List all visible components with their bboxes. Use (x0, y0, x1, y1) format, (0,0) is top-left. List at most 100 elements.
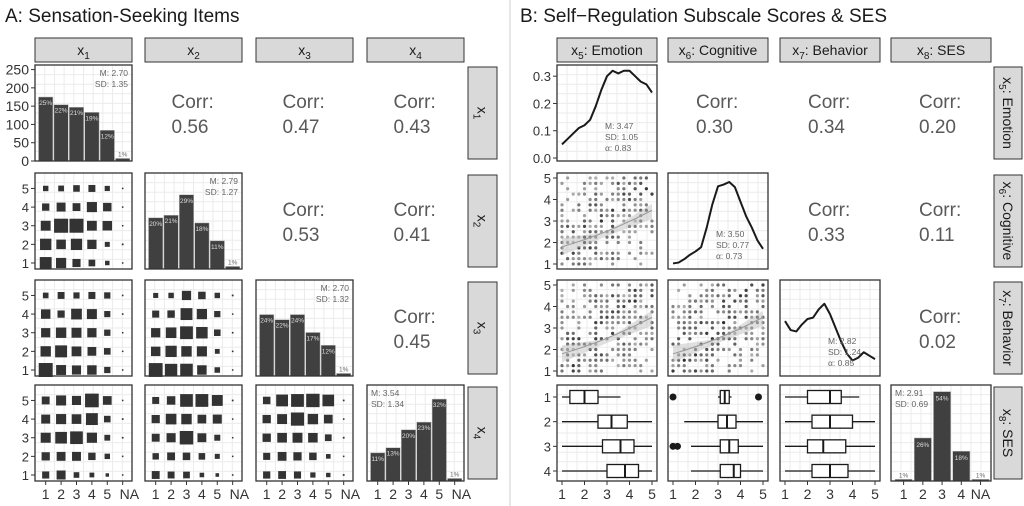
scatter-point (722, 331, 726, 335)
scatter-point (750, 331, 754, 335)
scatter-point (750, 315, 754, 319)
scatter-point (744, 288, 748, 292)
corr-cell: Corr: 0.56 (172, 92, 214, 138)
scatter-point (611, 181, 615, 185)
scatter-point (650, 224, 654, 228)
scatter-point (594, 203, 598, 207)
bubble-square (165, 413, 177, 425)
box (806, 389, 842, 405)
scatter-point (705, 347, 709, 352)
strip-name: : Cognitive (1000, 194, 1016, 260)
scatter-point (566, 240, 570, 245)
bubble-square (324, 434, 332, 442)
strip-symbol: x (475, 322, 491, 329)
bubble-square (277, 414, 288, 425)
scatter-point (633, 219, 637, 223)
scatter-point (650, 294, 654, 298)
boxplot-cell (556, 384, 658, 482)
bubble-square (196, 308, 208, 320)
density-curve (672, 181, 764, 265)
scatter-point (750, 353, 754, 357)
strip-x8: x8: SES (993, 386, 1023, 480)
strip-symbol: x (475, 215, 491, 222)
scatter-point (566, 358, 570, 362)
sd-label: SD: 1.27 (205, 187, 238, 197)
y-tick-label: 0.2 (533, 96, 551, 111)
corr-cell: Corr: 0.45 (394, 307, 436, 353)
bubble-square (57, 291, 65, 299)
bubble-square (199, 472, 205, 478)
scatter-point (688, 337, 692, 341)
bubble-square (87, 239, 97, 249)
bubble-square (148, 363, 163, 377)
scatter-point (716, 283, 720, 287)
scatter-point (582, 294, 587, 298)
scatter-point (594, 358, 598, 362)
bar-percent-label: 24% (260, 318, 273, 325)
scatter-point (605, 326, 609, 330)
scatter-point (733, 299, 737, 303)
strip-symbol: x (679, 42, 686, 58)
bar-percent-label: 1% (339, 366, 349, 373)
scatter-point (755, 315, 759, 319)
scatter-point (599, 214, 603, 218)
x-tick-label: 1 (374, 486, 382, 502)
scatter-point (627, 331, 632, 335)
scatter-point (560, 299, 564, 303)
scatter-point (699, 283, 703, 287)
scatter-point (599, 192, 603, 196)
bubble-square (121, 350, 124, 353)
scatter-point (605, 358, 609, 362)
bar-percent-label: 22% (276, 323, 289, 330)
scatter-point (588, 315, 592, 319)
scatter-point (633, 197, 637, 202)
scatter-point (671, 358, 675, 362)
scatter-point (688, 304, 692, 309)
scatter-point (577, 353, 581, 357)
strip-background (34, 37, 133, 63)
scatter-point (611, 230, 615, 234)
scatter-point (710, 347, 714, 352)
scatter-point (639, 240, 643, 245)
bubble-square (41, 396, 50, 405)
scatter-point (605, 310, 609, 314)
bubble-square (88, 259, 96, 267)
scatter-point (582, 304, 587, 309)
scatter-point (722, 337, 726, 341)
bubble-square (56, 451, 66, 461)
y-tick-label: 3 (544, 214, 551, 229)
scatter-point (644, 251, 648, 255)
bubble-square (40, 238, 52, 251)
x-tick-label: 4 (957, 486, 965, 502)
scatter-point (727, 364, 731, 368)
x-tick-label: 2 (389, 486, 397, 502)
scatter-point (571, 342, 575, 346)
strip-x1: x1 (467, 66, 498, 160)
scatter-point (599, 294, 603, 298)
corr-label: Corr: (919, 92, 961, 113)
scatter-point (577, 192, 581, 196)
scatter-point (738, 353, 743, 357)
scatter-point (560, 369, 564, 373)
scatter-point (627, 230, 632, 234)
scatter-point (650, 251, 654, 255)
panel-border (779, 279, 881, 377)
scatter-point (693, 358, 698, 362)
bubble-square (231, 350, 234, 353)
y-tick-label: 2 (544, 343, 551, 358)
x-tick-label: 1 (152, 486, 160, 502)
x-tick-label: 4 (420, 486, 428, 502)
scatter-point (705, 369, 709, 373)
scatter-point (605, 214, 609, 218)
scatter-point (566, 331, 570, 335)
y-tick-label: 250 (6, 62, 30, 78)
bubble-cell (34, 384, 133, 482)
scatter-point (627, 310, 632, 314)
strip-label: x6: Cognitive (679, 42, 758, 62)
scatter-point (627, 347, 632, 352)
scatter-point (677, 364, 681, 368)
y-tick-label: 4 (544, 300, 551, 315)
scatter-point (622, 358, 626, 362)
bubble-square (70, 238, 83, 251)
bubble-square (231, 369, 234, 371)
